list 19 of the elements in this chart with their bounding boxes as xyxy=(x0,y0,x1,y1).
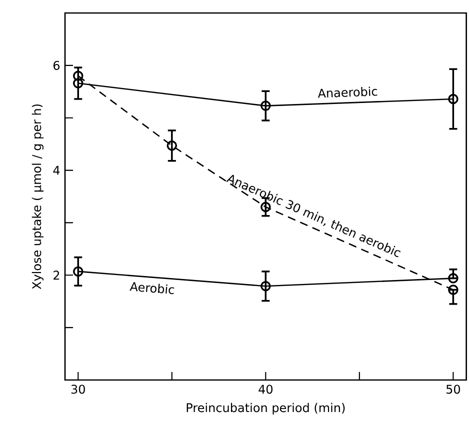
point xyxy=(72,78,84,88)
point xyxy=(448,273,458,284)
point xyxy=(166,140,178,151)
series-label: Anaerobic xyxy=(318,86,378,98)
point xyxy=(448,94,458,104)
y-tick-label: 6 xyxy=(53,60,60,70)
y-tick-label: 2 xyxy=(54,270,60,280)
point xyxy=(260,281,271,292)
x-tick-label: 30 xyxy=(71,384,85,394)
point xyxy=(260,100,271,111)
x-tick-label: 40 xyxy=(258,384,272,394)
x-axis-title: Preincubation period (min) xyxy=(186,402,345,415)
series-label: Aerobic xyxy=(130,282,174,294)
y-axis-title: Xylose uptake ( μmol / g per h) xyxy=(32,104,44,290)
x-tick-label: 50 xyxy=(446,384,460,394)
point xyxy=(448,284,458,295)
y-tick-label: 4 xyxy=(53,166,60,175)
point xyxy=(72,266,84,277)
point xyxy=(72,70,84,82)
